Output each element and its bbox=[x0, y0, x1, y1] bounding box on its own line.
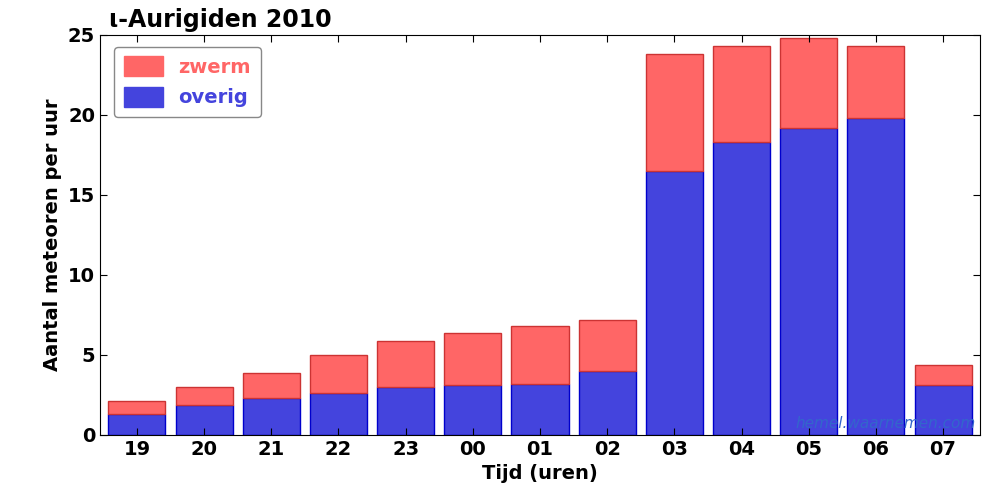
Bar bbox=[780, 128, 837, 435]
Bar bbox=[780, 38, 837, 128]
Bar bbox=[847, 118, 904, 435]
Bar bbox=[915, 386, 972, 435]
Bar bbox=[713, 46, 770, 142]
Bar bbox=[511, 384, 569, 435]
Bar bbox=[579, 371, 636, 435]
Bar bbox=[310, 394, 367, 435]
Bar bbox=[176, 387, 233, 406]
Text: ι-Aurigiden 2010: ι-Aurigiden 2010 bbox=[109, 8, 331, 32]
Bar bbox=[511, 326, 569, 384]
Bar bbox=[646, 171, 703, 435]
Bar bbox=[310, 355, 367, 394]
Bar bbox=[243, 398, 300, 435]
Bar bbox=[108, 414, 165, 435]
Bar bbox=[176, 406, 233, 435]
Text: hemel.waarnemen.com: hemel.waarnemen.com bbox=[795, 416, 976, 431]
Bar bbox=[108, 402, 165, 414]
Bar bbox=[444, 332, 501, 386]
X-axis label: Tijd (uren): Tijd (uren) bbox=[482, 464, 598, 483]
Bar bbox=[444, 386, 501, 435]
Bar bbox=[243, 372, 300, 398]
Bar bbox=[847, 46, 904, 118]
Bar bbox=[646, 54, 703, 171]
Bar bbox=[377, 387, 434, 435]
Bar bbox=[915, 364, 972, 386]
Bar bbox=[713, 142, 770, 435]
Y-axis label: Aantal meteoren per uur: Aantal meteoren per uur bbox=[43, 99, 62, 371]
Legend: zwerm, overig: zwerm, overig bbox=[114, 46, 261, 117]
Bar bbox=[377, 340, 434, 387]
Bar bbox=[579, 320, 636, 371]
